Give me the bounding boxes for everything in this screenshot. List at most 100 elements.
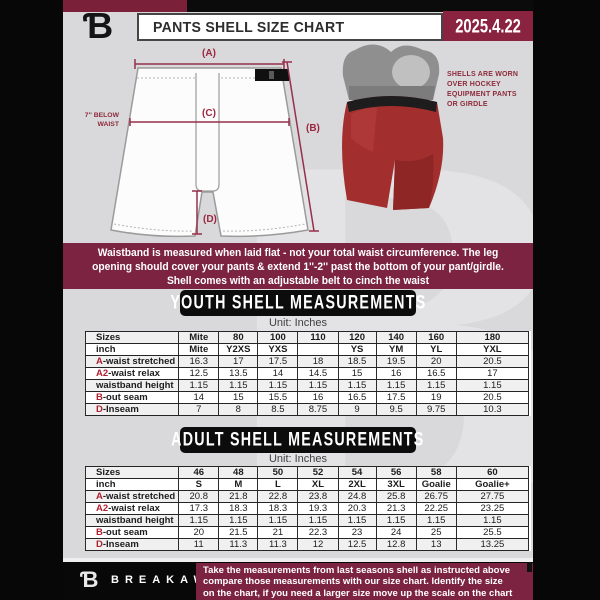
measurement-line-a: [134, 59, 285, 69]
adult-section-title: ADULT SHELL MEASUREMENTS: [171, 428, 425, 451]
table-cell: 50: [257, 466, 299, 479]
table-row: A2-waist relax 17.3 18.3 18.3 19.3 20.3 21.3 22…: [84, 502, 530, 515]
photo-caption-line: OVER HOCKEY: [447, 81, 501, 88]
table-cell: 8.5: [257, 403, 299, 416]
table-row: B-out seam 14 15 15.5 16 16.5 17.5 19 20.5: [84, 391, 530, 404]
row-label: waistband height: [84, 379, 180, 392]
row-label: B-out seam: [84, 391, 180, 404]
table-cell: 16.5: [337, 391, 377, 404]
youth-section-header: YOUTH SHELL MEASUREMENTS: [170, 290, 425, 316]
row-label: D-Inseam: [84, 403, 180, 416]
table-cell: 12: [297, 538, 339, 551]
row-label: B-out seam: [84, 526, 180, 539]
row-label-prefix: B: [96, 392, 103, 403]
table-cell: 8: [218, 403, 259, 416]
table-cell: 16: [375, 367, 417, 380]
table-cell: 11.3: [257, 538, 299, 551]
top-strip: [63, 0, 533, 12]
table-cell: 120: [337, 331, 377, 344]
table-cell: YXS: [257, 343, 299, 356]
table-cell: 8.75: [297, 403, 339, 416]
pin-mark: [527, 562, 532, 572]
table-cell: YL: [415, 343, 457, 356]
shell-highlight: [351, 107, 377, 152]
table-row: inch S M L XL 2XL 3XL Goalie Goalie+: [84, 478, 530, 491]
table-cell: 20.3: [337, 502, 377, 515]
table-cell: 15.5: [257, 391, 299, 404]
table-cell: 27.75: [455, 490, 530, 503]
table-row: D-Inseam 7 8 8.5 8.75 9 9.5 9.75 10.3: [84, 403, 530, 416]
table-row: B-out seam 20 21.5 21 22.3 23 24 25 25.5: [84, 526, 530, 539]
table-cell: 13: [415, 538, 457, 551]
footer-instructions: Take the measurements from last seasons …: [196, 563, 533, 600]
page: B Ɓ PANTS SHELL SIZE CHART 2025.4.22 (A): [63, 0, 533, 600]
table-cell: 46: [178, 466, 220, 479]
table-cell: 1.15: [297, 379, 339, 392]
table-cell: 80: [218, 331, 259, 344]
girdle-pad-highlight: [392, 55, 430, 89]
adult-section-header: ADULT SHELL MEASUREMENTS: [171, 427, 423, 453]
page-title: PANTS SHELL SIZE CHART: [137, 13, 443, 41]
row-label: A2-waist relax: [84, 367, 180, 380]
table-cell: 1.15: [337, 379, 377, 392]
table-cell: 1.15: [415, 379, 457, 392]
table-cell: 1.15: [375, 379, 417, 392]
pants-measurement-diagram: (A) (C) (B) (D) 7'' BELOW WAIST: [85, 48, 320, 238]
table-cell: 14: [178, 391, 220, 404]
table-row: inch Mite Y2XS YXS YS YM YL YXL: [84, 343, 530, 356]
table-cell: 1.15: [297, 514, 339, 527]
row-label: D-Inseam: [84, 538, 180, 551]
row-label: inch: [84, 478, 180, 491]
table-cell: 25: [415, 526, 457, 539]
photo-caption: SHELLS ARE WORN OVER HOCKEY EQUIPMENT PA…: [447, 70, 531, 110]
table-cell: 20: [178, 526, 220, 539]
table-cell: 1.15: [455, 514, 530, 527]
row-label: A-waist stretched: [84, 355, 180, 368]
table-cell: Mite: [178, 343, 220, 356]
table-cell: 25.8: [375, 490, 417, 503]
table-cell: 19: [415, 391, 457, 404]
table-row: Sizes Mite 80 100 110 120 140 160 180: [84, 331, 530, 344]
table-cell: 22.25: [415, 502, 457, 515]
table-cell: 17.3: [178, 502, 220, 515]
table-cell: Goalie: [415, 478, 457, 491]
table-cell: 1.15: [455, 379, 530, 392]
girdle-lower: [349, 86, 435, 100]
table-cell: 19.3: [297, 502, 339, 515]
label-d: (D): [203, 214, 217, 225]
breakaway-logo-icon: Ɓ: [83, 5, 114, 46]
measurement-line-d: [192, 190, 202, 235]
table-cell: 13.5: [218, 367, 259, 380]
measurement-line-c: [129, 118, 290, 126]
table-cell: 16.3: [178, 355, 220, 368]
info-banner-line: Waistband is measured when laid flat - n…: [97, 247, 499, 259]
table-cell: 18.3: [218, 502, 259, 515]
row-label-prefix: D: [96, 404, 103, 415]
table-cell: 140: [375, 331, 417, 344]
shell-photo: [342, 44, 444, 210]
date-badge: 2025.4.22: [443, 11, 533, 41]
table-cell: 54: [337, 466, 377, 479]
table-cell: 20.5: [455, 355, 530, 368]
row-label-prefix: A: [96, 356, 103, 367]
footer-divider: [63, 558, 533, 562]
table-cell: YXL: [455, 343, 530, 356]
table-cell: 18.3: [257, 502, 299, 515]
table-cell: 16.5: [415, 367, 457, 380]
table-cell: 58: [415, 466, 457, 479]
table-cell: S: [178, 478, 220, 491]
table-cell: 180: [455, 331, 530, 344]
adult-unit-label: Unit: Inches: [268, 453, 328, 465]
table-cell: 24: [375, 526, 417, 539]
table-cell: 17.5: [375, 391, 417, 404]
table-cell: 1.15: [415, 514, 457, 527]
info-banner: Waistband is measured when laid flat - n…: [63, 243, 533, 289]
table-cell: 100: [257, 331, 299, 344]
table-cell: 15: [218, 391, 259, 404]
table-cell: 52: [297, 466, 339, 479]
table-cell: 7: [178, 403, 220, 416]
label-a: (A): [202, 48, 216, 59]
table-cell: 1.15: [218, 514, 259, 527]
hem-seam-left: [113, 223, 194, 232]
table-cell: Goalie+: [455, 478, 530, 491]
